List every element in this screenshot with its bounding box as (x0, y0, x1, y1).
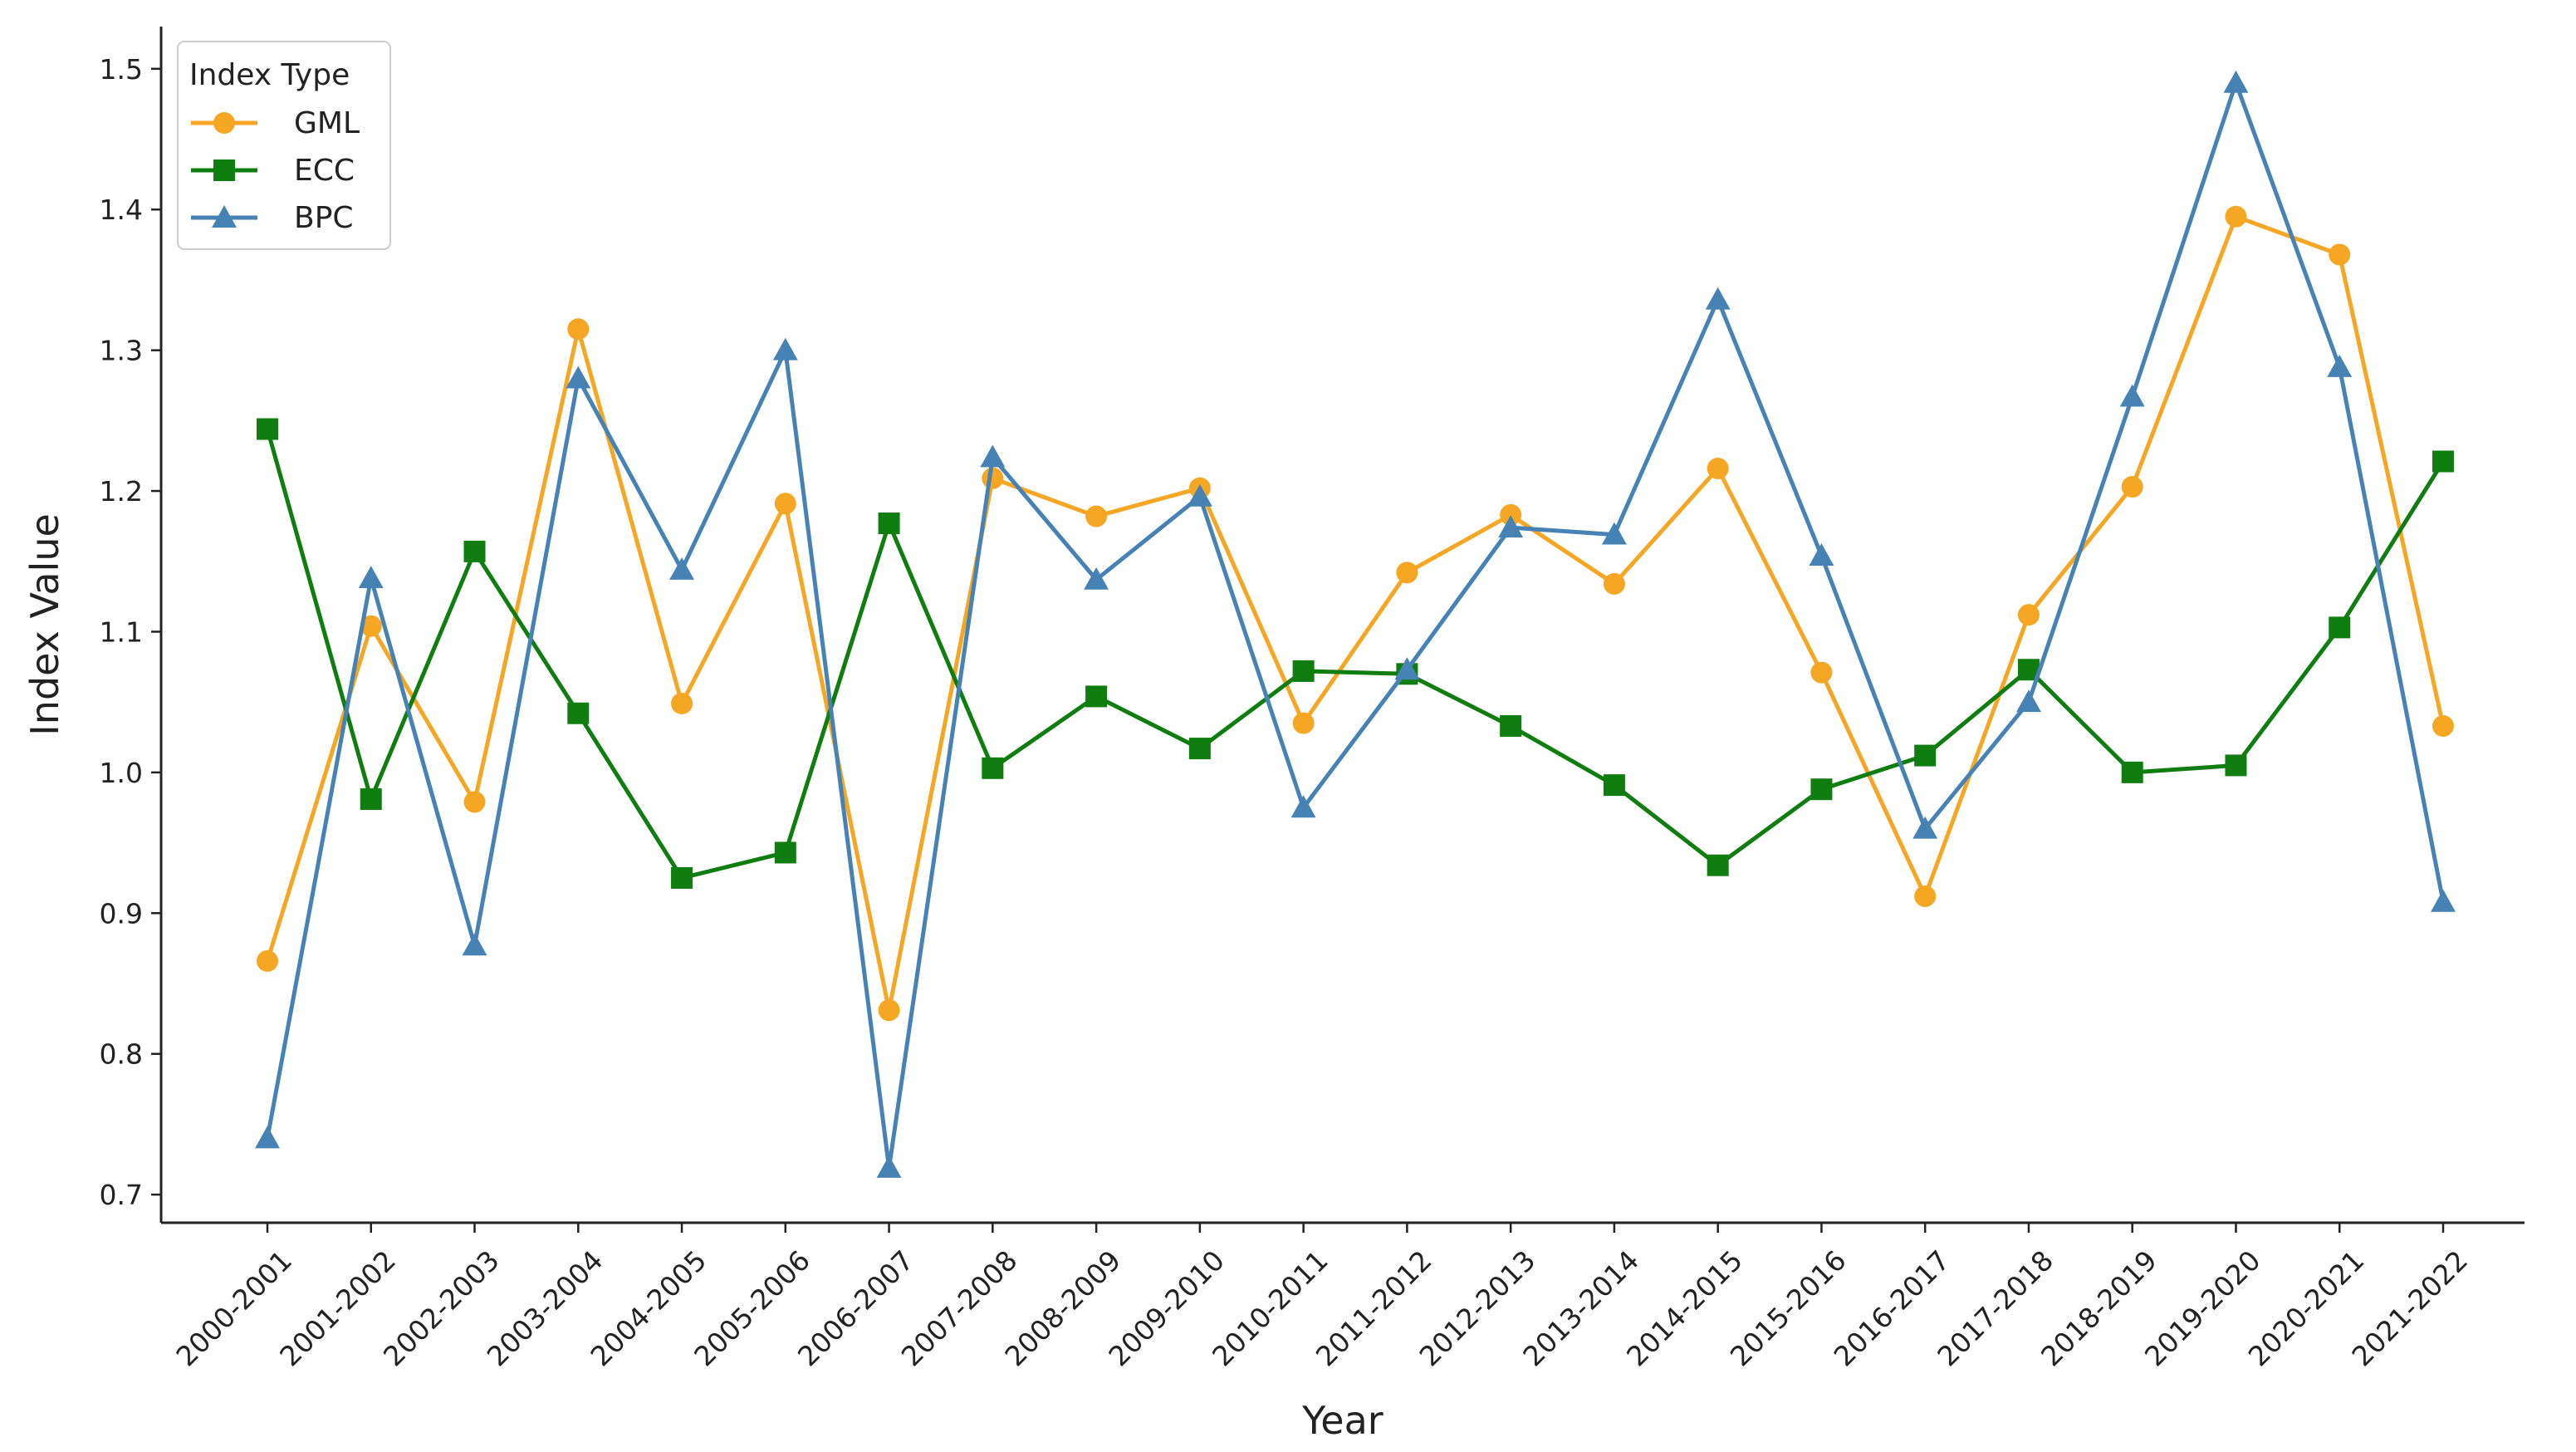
data-point (2225, 754, 2247, 777)
legend-item-bpc: BPC (191, 201, 354, 235)
data-point (2327, 355, 2353, 377)
data-point (360, 615, 382, 637)
data-point (1707, 854, 1729, 876)
data-point (878, 999, 900, 1022)
y-tick-label: 0.7 (100, 1179, 143, 1211)
y-tick-label: 1.2 (100, 475, 143, 508)
legend-item-ecc: ECC (191, 154, 355, 188)
data-point (1810, 778, 1833, 801)
data-point (2016, 689, 2041, 713)
data-point (1292, 660, 1315, 682)
data-point (774, 493, 796, 515)
data-point (2432, 450, 2454, 473)
y-tick-label: 0.9 (100, 897, 143, 930)
legend-box (177, 41, 391, 250)
data-point (1601, 522, 1627, 545)
data-point (1914, 885, 1937, 907)
data-point (671, 866, 693, 889)
series-lines (255, 70, 2456, 1178)
y-tick-label: 1.3 (100, 335, 143, 367)
data-point (213, 159, 235, 181)
data-point (1707, 457, 1729, 479)
data-point (360, 788, 382, 811)
series-gml (257, 205, 2454, 1022)
legend: Index Type GML ECC BPC (177, 41, 391, 250)
data-point (2432, 714, 2454, 737)
y-tick-label: 1.5 (100, 53, 143, 86)
data-point (772, 337, 798, 361)
y-axis-ticks: 0.7 0.8 0.9 1.0 1.1 1.2 1.3 1.4 1.5 (100, 53, 161, 1211)
data-point (2121, 475, 2143, 498)
data-point (2121, 761, 2143, 783)
data-point (1292, 712, 1315, 734)
x-axis-title: Year (1301, 1398, 1383, 1443)
data-point (463, 791, 486, 813)
data-point (1500, 503, 1522, 526)
data-point (566, 365, 591, 389)
data-point (2329, 243, 2351, 266)
series-line (265, 81, 2446, 1170)
y-tick-label: 1.0 (100, 757, 143, 789)
data-point (1500, 714, 1522, 737)
data-point (358, 566, 384, 589)
data-point (1498, 515, 1524, 538)
axes (159, 27, 2525, 1224)
data-point (2225, 205, 2247, 228)
data-point (2431, 889, 2456, 912)
series-bpc (255, 70, 2456, 1178)
data-point (1085, 505, 1108, 527)
data-point (1912, 816, 1938, 839)
data-point (878, 513, 900, 535)
data-point (1396, 562, 1418, 584)
series-line (265, 428, 2446, 881)
data-point (1290, 795, 1316, 818)
data-point (2017, 604, 2040, 626)
data-point (463, 540, 486, 562)
data-point (2329, 616, 2351, 639)
y-axis-title: Index Value (22, 513, 67, 736)
data-point (213, 112, 235, 134)
x-axis-ticks: 2000-20012001-20022002-20032003-20042004… (169, 1223, 2474, 1372)
data-point (774, 841, 796, 864)
data-point (1188, 738, 1211, 760)
y-tick-label: 1.4 (100, 194, 143, 226)
data-point (1394, 657, 1420, 680)
data-point (1084, 567, 1109, 590)
data-point (255, 1126, 280, 1149)
data-point (876, 1155, 902, 1178)
y-tick-label: 1.1 (100, 616, 143, 648)
y-tick-label: 0.8 (100, 1038, 143, 1071)
data-point (982, 757, 1004, 779)
legend-label: GML (294, 106, 360, 140)
data-point (1603, 572, 1625, 595)
data-point (212, 205, 237, 228)
data-point (257, 949, 278, 972)
data-point (1914, 744, 1937, 767)
data-point (567, 318, 590, 341)
data-point (1187, 483, 1212, 507)
data-point (567, 702, 590, 724)
data-point (669, 557, 694, 580)
data-point (1810, 661, 1833, 684)
legend-item-gml: GML (191, 106, 360, 140)
data-point (671, 692, 693, 714)
data-point (462, 933, 487, 956)
data-point (1085, 685, 1108, 708)
data-point (1603, 774, 1625, 797)
data-point (1705, 287, 1731, 310)
legend-label: ECC (294, 154, 355, 188)
data-point (980, 444, 1006, 468)
series-line (265, 214, 2446, 1013)
data-point (2119, 384, 2145, 407)
data-point (257, 418, 278, 440)
data-point (2223, 70, 2249, 93)
legend-label: BPC (294, 201, 354, 235)
legend-title: Index Type (189, 58, 350, 92)
data-point (1809, 543, 1834, 566)
